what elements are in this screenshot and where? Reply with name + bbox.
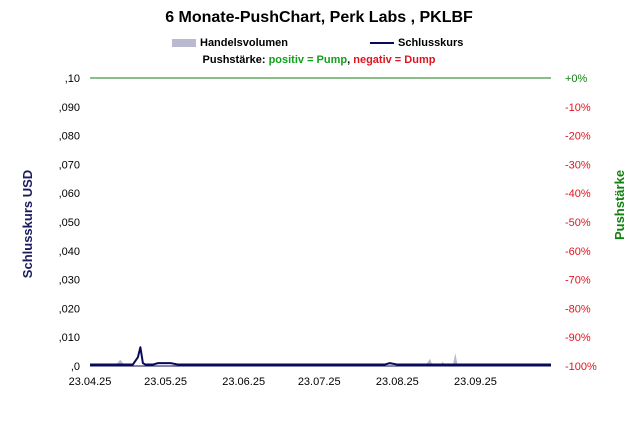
y-tick-left-label: ,010 bbox=[59, 332, 80, 344]
push-legend-negative: negativ = Dump bbox=[353, 54, 436, 66]
push-legend: Pushstärke: positiv = Pump, negativ = Du… bbox=[0, 54, 638, 66]
legend-close-swatch bbox=[370, 42, 394, 44]
y-tick-right-label: -40% bbox=[565, 188, 591, 200]
x-axis-ticks: 23.04.25 23.05.25 23.06.25 23.07.25 23.08.25… bbox=[69, 376, 497, 388]
legend-volume-swatch bbox=[172, 39, 196, 47]
close-series bbox=[90, 346, 551, 366]
y-tick-right-label: -20% bbox=[565, 131, 591, 143]
y-tick-right-label: -70% bbox=[565, 275, 591, 287]
y-tick-left-label: ,080 bbox=[59, 131, 80, 143]
legend-volume: Handelsvolumen bbox=[172, 37, 288, 49]
x-tick-label: 23.08.25 bbox=[376, 376, 419, 388]
push-legend-label: Pushstärke: bbox=[202, 54, 269, 66]
y-tick-left-label: ,10 bbox=[65, 73, 80, 85]
y-tick-right-label: -50% bbox=[565, 217, 591, 229]
y-tick-left-label: ,040 bbox=[59, 246, 80, 258]
x-tick-label: 23.09.25 bbox=[454, 376, 497, 388]
legend-close-label: Schlusskurs bbox=[398, 37, 464, 49]
y-axis-title-right: Pushstärke bbox=[612, 170, 627, 240]
y-tick-right-label: -80% bbox=[565, 303, 591, 315]
y-tick-left-label: ,030 bbox=[59, 275, 80, 287]
push-legend-separator: , bbox=[347, 54, 354, 66]
y-axis-left-ticks: ,0 ,010 ,020 ,030 ,040 ,050 ,060 ,070 ,080 ,090 ,1… bbox=[59, 73, 80, 373]
x-tick-label: 23.06.25 bbox=[222, 376, 265, 388]
x-tick-label: 23.07.25 bbox=[298, 376, 341, 388]
y-tick-right-label: -60% bbox=[565, 246, 591, 258]
push-legend-positive: positiv = Pump bbox=[268, 54, 348, 66]
y-tick-left-label: ,060 bbox=[59, 188, 80, 200]
y-axis-right-ticks: -100% -90% -80% -70% -60% -50% -40% -30% -20% -10… bbox=[565, 73, 597, 373]
close-line bbox=[90, 346, 551, 366]
y-axis-title-left: Schlusskurs USD bbox=[20, 170, 35, 278]
y-tick-left-label: ,050 bbox=[59, 217, 80, 229]
x-tick-label: 23.05.25 bbox=[144, 376, 187, 388]
y-tick-right-label: -90% bbox=[565, 332, 591, 344]
legend-volume-label: Handelsvolumen bbox=[200, 37, 289, 49]
y-tick-left-label: ,070 bbox=[59, 159, 80, 171]
y-tick-right-label: -10% bbox=[565, 102, 591, 114]
x-tick-label: 23.04.25 bbox=[69, 376, 112, 388]
chart-title: 6 Monate-PushChart, Perk Labs , PKLBF bbox=[165, 9, 473, 26]
y-tick-left-label: ,0 bbox=[71, 361, 80, 373]
y-tick-left-label: ,020 bbox=[59, 303, 80, 315]
y-tick-right-label: -30% bbox=[565, 159, 591, 171]
legend-close: Schlusskurs bbox=[370, 37, 463, 49]
y-tick-right-label: +0% bbox=[565, 73, 588, 85]
y-tick-right-label: -100% bbox=[565, 361, 597, 373]
y-tick-left-label: ,090 bbox=[59, 102, 80, 114]
